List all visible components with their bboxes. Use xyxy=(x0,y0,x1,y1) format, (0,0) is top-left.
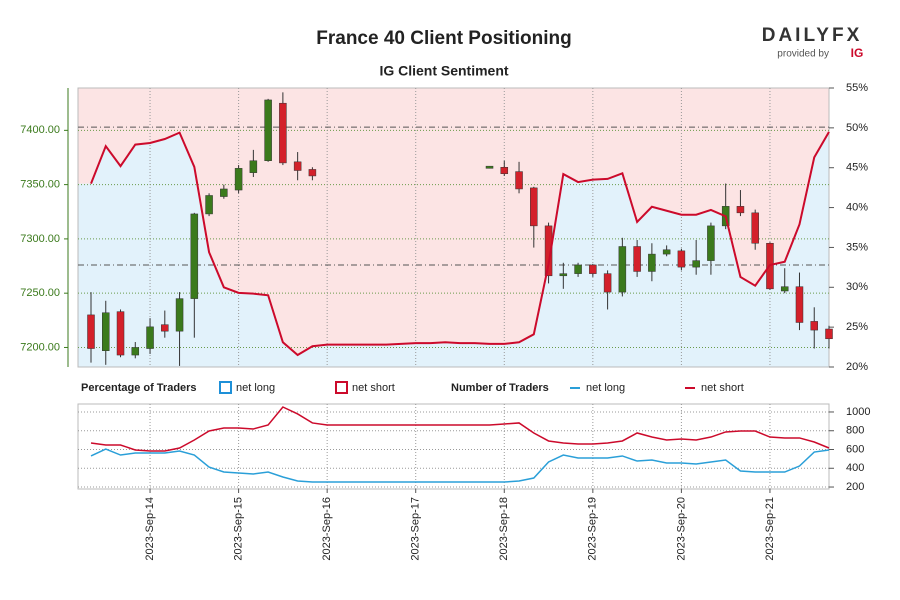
legend-swatch xyxy=(219,381,232,394)
candle-body xyxy=(618,246,627,293)
candle-body xyxy=(190,213,199,299)
candle-body xyxy=(146,326,154,349)
plot-frame xyxy=(77,403,830,490)
candle-body xyxy=(220,188,228,197)
candle-body xyxy=(131,347,140,356)
y-tick-label: 200 xyxy=(846,481,864,493)
y2-tick-label: 20% xyxy=(846,361,868,373)
logo-brand: DAILYFX xyxy=(762,25,863,46)
y-tick-label: 1000 xyxy=(846,406,870,418)
candle-body xyxy=(116,311,125,356)
y-tick-label: 7200.00 xyxy=(20,341,60,353)
y2-tick-label: 35% xyxy=(846,241,868,253)
y-tick-label: 7250.00 xyxy=(20,287,60,299)
candle-body xyxy=(736,206,745,214)
candle-body xyxy=(633,246,641,272)
x-tick-label: 2023-Sep-15 xyxy=(233,497,245,561)
legend-label: net short xyxy=(352,382,395,394)
y2-tick-label: 45% xyxy=(846,162,868,174)
candle-body xyxy=(175,298,184,332)
candle-body xyxy=(780,286,789,292)
candle-body xyxy=(234,168,243,191)
traders-line xyxy=(90,448,830,483)
x-tick-label: 2023-Sep-19 xyxy=(587,497,599,561)
candle-body xyxy=(574,264,582,274)
candle-body xyxy=(692,260,700,268)
candle-body xyxy=(205,195,213,215)
legend-label: net long xyxy=(236,382,275,394)
candle-body xyxy=(102,312,110,351)
chart-title: France 40 Client Positioning xyxy=(316,28,572,49)
candle-body xyxy=(751,212,759,244)
candle-body xyxy=(589,264,597,274)
x-tick-label: 2023-Sep-21 xyxy=(764,497,776,561)
legend-swatch xyxy=(335,381,348,394)
plot-frame xyxy=(77,87,830,368)
x-tick-label: 2023-Sep-14 xyxy=(144,497,156,561)
y-tick-label: 7300.00 xyxy=(20,233,60,245)
legend-label: net long xyxy=(586,382,625,394)
candle-body xyxy=(308,169,317,177)
candle-body xyxy=(795,286,804,323)
y-tick-label: 7400.00 xyxy=(20,124,60,136)
legend-title: Percentage of Traders xyxy=(81,382,197,394)
x-tick-label: 2023-Sep-18 xyxy=(498,497,510,561)
x-tick-label: 2023-Sep-16 xyxy=(321,497,333,561)
y2-tick-label: 25% xyxy=(846,321,868,333)
sentiment-line xyxy=(90,131,830,357)
y-tick-label: 800 xyxy=(846,425,864,437)
x-tick-label: 2023-Sep-20 xyxy=(675,497,687,561)
candle-body xyxy=(544,225,553,277)
candle-body xyxy=(530,187,538,227)
candle-body xyxy=(677,250,686,268)
legend-title: Number of Traders xyxy=(451,382,549,394)
y-tick-label: 7350.00 xyxy=(20,179,60,191)
candle-body xyxy=(810,321,818,331)
candle-body xyxy=(279,102,287,164)
traders-line xyxy=(90,406,830,452)
candle-body xyxy=(603,273,612,293)
candle-body xyxy=(249,160,258,173)
candle-body xyxy=(87,314,95,349)
y-tick-label: 600 xyxy=(846,443,864,455)
candle-body xyxy=(293,161,302,171)
y-tick-label: 400 xyxy=(846,462,864,474)
y2-tick-label: 55% xyxy=(846,82,868,94)
candle-body xyxy=(161,324,169,332)
candle-body xyxy=(500,166,509,175)
candle-body xyxy=(485,165,494,169)
chart-subtitle: IG Client Sentiment xyxy=(379,63,508,79)
x-tick-label: 2023-Sep-17 xyxy=(410,497,422,561)
candle-body xyxy=(515,171,523,190)
candle-body xyxy=(662,249,671,255)
candle-body xyxy=(264,99,272,161)
logo-tagline: provided by xyxy=(777,49,829,60)
net-long-area xyxy=(78,131,829,367)
candle-body xyxy=(559,273,568,277)
candle-body xyxy=(648,253,656,272)
y2-tick-label: 50% xyxy=(846,122,868,134)
y2-tick-label: 30% xyxy=(846,281,868,293)
candle-body xyxy=(825,328,833,340)
logo-badge: IG xyxy=(851,46,864,60)
legend-label: net short xyxy=(701,382,744,394)
y2-tick-label: 40% xyxy=(846,201,868,213)
candle-body xyxy=(707,225,715,261)
